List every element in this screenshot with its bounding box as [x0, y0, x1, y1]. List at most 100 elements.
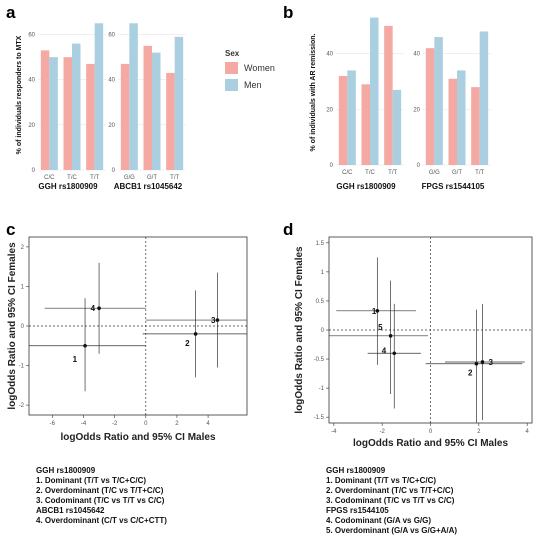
x-tick-label: -2 — [379, 429, 385, 435]
y-tick-label: 0 — [330, 163, 334, 169]
x-tick-label: G/G — [429, 170, 440, 176]
bar-b-women — [338, 75, 348, 165]
panel-a-label: a — [6, 3, 16, 22]
y-tick-label: 0 — [321, 328, 325, 334]
x-tick-label: T/C — [365, 170, 375, 176]
notes-panel-c: GGH rs1800909 1. Dominant (T/T vs T/C+C/… — [36, 466, 167, 526]
y-tick-label: 60 — [108, 33, 115, 39]
bar-a-men — [174, 36, 184, 171]
x-tick-label: T/T — [170, 175, 179, 181]
bar-a-women — [120, 63, 130, 170]
point-5 — [388, 334, 393, 338]
note-line: FPGS rs1544105 — [326, 506, 389, 515]
point-label: 4 — [91, 304, 96, 313]
y-tick-label: 1.5 — [316, 241, 325, 247]
bar-a-women — [166, 72, 175, 170]
bar-b-men — [370, 17, 379, 166]
note-line: ABCB1 rs1045642 — [36, 506, 105, 515]
legend-swatch-women — [225, 62, 238, 74]
y-tick-label: 2 — [21, 245, 25, 251]
x-tick-label: -4 — [81, 421, 87, 427]
bar-b-men — [347, 70, 356, 165]
point-2 — [474, 361, 479, 366]
snp-group-label: GGH rs1800909 — [336, 182, 396, 191]
x-tick-label: 0 — [429, 429, 433, 435]
bar-a-women — [40, 50, 50, 170]
x-axis-label: logOdds Ratio and 95% CI Males — [353, 438, 508, 449]
y-tick-label: 60 — [28, 33, 35, 39]
bar-a-men — [72, 43, 81, 170]
legend: Sex Women Men — [225, 49, 275, 91]
x-axis-label: logOdds Ratio and 95% CI Males — [60, 432, 215, 443]
legend-title: Sex — [225, 49, 240, 58]
bar-b-women — [471, 87, 480, 165]
y-tick-label: -1 — [19, 364, 25, 370]
bar-a-men — [129, 23, 138, 170]
y-tick-label: 0.5 — [316, 299, 325, 305]
y-tick-label: 40 — [108, 78, 115, 84]
notes-panel-d: GGH rs1800909 1. Dominant (T/T vs T/C+C/… — [326, 466, 457, 536]
x-tick-label: -2 — [112, 421, 118, 427]
point-label: 3 — [488, 358, 493, 367]
point-label: 1 — [372, 307, 377, 316]
point-label: 3 — [211, 316, 216, 325]
y-tick-label: 40 — [413, 52, 420, 58]
bar-a-men — [49, 57, 58, 171]
y-tick-label: -1.5 — [314, 415, 325, 421]
y-tick-label: -0.5 — [314, 357, 325, 363]
snp-group-label: FPGS rs1544105 — [422, 182, 485, 191]
y-axis-label: % of individuals responders to MTX — [16, 35, 23, 154]
y-tick-label: -1 — [319, 386, 325, 392]
x-tick-label: -4 — [331, 429, 337, 435]
note-line: 1. Dominant (T/T vs T/C+C/C) — [326, 476, 437, 485]
y-tick-label: 1 — [21, 284, 25, 290]
y-tick-label: 0 — [21, 324, 25, 330]
legend-label-men: Men — [244, 80, 262, 90]
point-label: 5 — [378, 323, 383, 332]
bar-a-men — [94, 23, 104, 170]
bar-b-men — [392, 89, 402, 165]
note-line: 3. Codominant (T/C vs T/T vs C/C) — [326, 496, 455, 505]
legend-swatch-men — [225, 79, 238, 91]
note-line: 2. Overdominant (T/C vs T/T+C/C) — [326, 486, 454, 495]
bar-a-women — [63, 57, 72, 171]
y-tick-label: 40 — [28, 78, 35, 84]
x-tick-label: 2 — [477, 429, 481, 435]
y-tick-label: 20 — [413, 107, 420, 113]
bar-a-men — [152, 52, 161, 170]
point-label: 2 — [185, 339, 190, 348]
panel-b-label: b — [283, 3, 293, 22]
note-line: 4. Codominant (G/A vs G/G) — [326, 516, 432, 525]
note-line: 4. Overdominant (C/T vs C/C+CTT) — [36, 516, 167, 525]
note-line: 2. Overdominant (T/C vs T/T+C/C) — [36, 486, 164, 495]
x-tick-label: 4 — [206, 421, 210, 427]
bar-a-women — [143, 45, 152, 170]
bar-b-men — [457, 70, 466, 165]
bar-b-women — [425, 48, 435, 165]
y-tick-label: 20 — [108, 123, 115, 129]
note-line: 5. Overdominant (G/A vs G/G+A/A) — [326, 526, 458, 535]
y-tick-label: 40 — [326, 52, 333, 58]
x-tick-label: T/T — [475, 170, 484, 176]
bar-b-men — [434, 37, 443, 165]
point-2 — [193, 332, 198, 336]
x-tick-label: T/T — [90, 175, 99, 181]
point-4 — [97, 306, 101, 311]
note-line: GGH rs1800909 — [326, 466, 386, 475]
x-tick-label: G/T — [452, 170, 462, 176]
point-4 — [392, 351, 397, 356]
x-tick-label: 2 — [175, 421, 179, 427]
x-tick-label: C/C — [342, 170, 353, 176]
point-label: 1 — [73, 355, 78, 364]
snp-group-label: GGH rs1800909 — [38, 182, 98, 191]
bar-b-women — [448, 78, 457, 165]
y-axis-label: logOdds Ratio and 95% CI Females — [294, 246, 305, 414]
point-1 — [83, 343, 87, 348]
bar-a-women — [86, 63, 95, 170]
note-line: 1. Dominant (T/T vs T/C+C/C) — [36, 476, 147, 485]
x-tick-label: C/C — [44, 175, 55, 181]
y-tick-label: 1 — [321, 270, 325, 276]
note-line: GGH rs1800909 — [36, 466, 96, 475]
x-tick-label: 0 — [144, 421, 148, 427]
